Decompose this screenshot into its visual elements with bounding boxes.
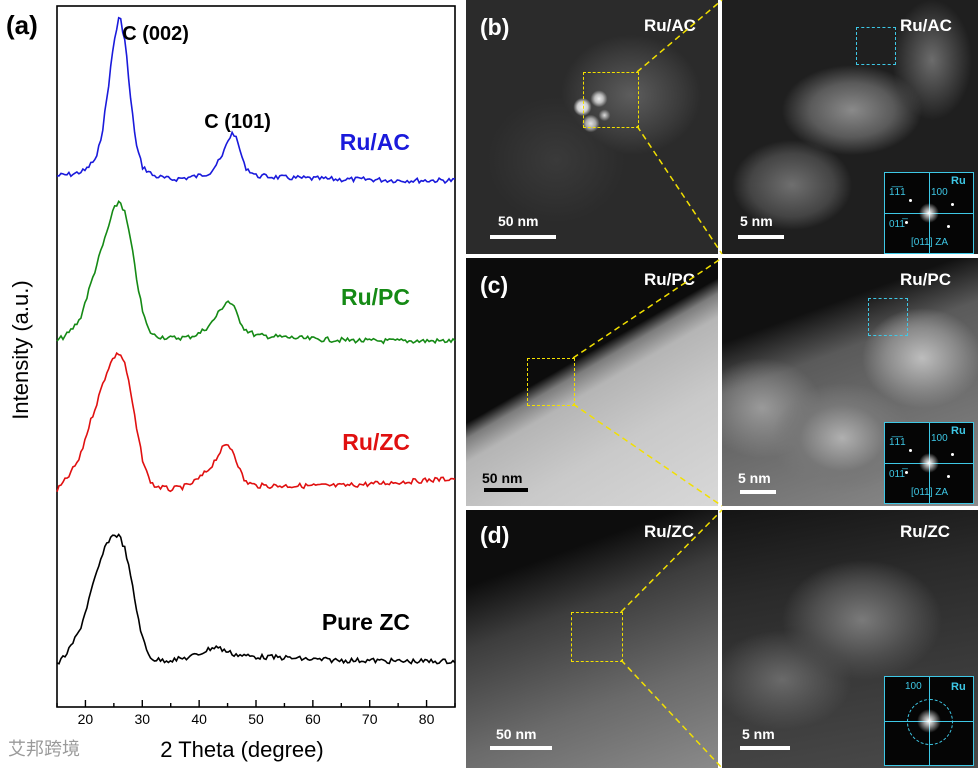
fft-ru-label: Ru <box>951 175 966 187</box>
stem-image-b-left: (b) Ru/AC 50 nm <box>466 0 718 254</box>
sample-label-c-left: Ru/PC <box>644 270 695 289</box>
stem-image-c-left: (c) Ru/PC 50 nm <box>466 258 718 506</box>
peak-annotation: C (002) <box>122 23 189 45</box>
series-line-ru-pc <box>56 200 456 345</box>
fft-center-spot <box>919 203 939 223</box>
stem-image-d-left: (d) Ru/ZC 50 nm <box>466 510 718 768</box>
scale-text-c-left: 50 nm <box>482 470 523 486</box>
scale-text-b-right: 5 nm <box>740 213 773 229</box>
scale-bar-d-left <box>490 746 552 750</box>
x-axis-title: 2 Theta (degree) <box>160 737 323 762</box>
x-tick-label: 80 <box>419 711 435 727</box>
panel-label-b: (b) <box>480 14 510 40</box>
roi-box-b <box>856 27 896 65</box>
series-label: Ru/ZC <box>342 429 410 455</box>
fft-spot <box>951 453 954 456</box>
scale-text-c-right: 5 nm <box>738 470 771 486</box>
scale-bar-b-right <box>738 235 784 239</box>
x-tick-label: 60 <box>305 711 321 727</box>
fft-ru-label: Ru <box>951 425 966 437</box>
scale-text-d-right: 5 nm <box>742 726 775 742</box>
x-tick-label: 30 <box>134 711 150 727</box>
label-layer: Ru/AC Ru/PC Ru/ZC Pure ZC C (002) C (101) <box>122 23 410 635</box>
chart-panel-label-group: (a) <box>6 10 38 40</box>
fft-inset-d: Ru 100 <box>884 676 974 766</box>
series-line-pure-zc <box>56 533 456 665</box>
watermark-text: 艾邦跨境 <box>8 739 80 760</box>
fft-spot <box>951 203 954 206</box>
scale-bar-d-right <box>740 746 790 750</box>
fft-ring <box>907 699 953 745</box>
sample-label-d-right: Ru/ZC <box>900 522 951 541</box>
series-line-ru-zc <box>56 351 456 493</box>
x-tick-label: 50 <box>248 711 264 727</box>
selection-box-b <box>583 72 639 128</box>
fft-index-1: 1̅1̅1 <box>889 437 906 448</box>
sample-label-b-left: Ru/AC <box>644 16 696 35</box>
fft-zone-axis: [011] ZA <box>911 237 949 248</box>
panel-label-c: (c) <box>480 272 509 298</box>
stem-image-d-right: Ru/ZC 5 nm Ru 100 <box>722 510 978 768</box>
stem-image-b-right: Ru/AC 5 nm Ru 1̅1̅1 100 011̅ [011] ZA <box>722 0 978 254</box>
series-layer <box>56 16 456 665</box>
fft-spot <box>947 475 950 478</box>
scale-text-d-left: 50 nm <box>496 726 537 742</box>
fft-index-3: 011̅ <box>889 219 905 230</box>
peak-annotation: C (101) <box>204 111 271 133</box>
fft-zone-axis: [011] ZA <box>911 487 949 498</box>
series-line-ru-ac <box>56 16 456 185</box>
fft-spot <box>905 471 908 474</box>
series-label: Ru/AC <box>340 129 410 155</box>
sample-label-d-left: Ru/ZC <box>644 522 695 541</box>
roi-box-c <box>868 298 908 336</box>
stem-image-c-right: Ru/PC 5 nm Ru 1̅1̅1 100 011̅ [011] ZA <box>722 258 978 506</box>
fft-inset-c: Ru 1̅1̅1 100 011̅ [011] ZA <box>884 422 974 504</box>
series-label: Pure ZC <box>322 609 410 635</box>
x-axis: 20 30 40 50 60 70 80 <box>56 700 456 727</box>
panel-label-d: (d) <box>480 522 510 548</box>
fft-spot <box>947 225 950 228</box>
scale-bar-c-right <box>740 490 776 494</box>
fft-index-1: 1̅1̅1 <box>889 187 906 198</box>
xrd-chart: (a) 20 30 40 50 60 70 80 Ru/AC Ru/PC Ru/ZC Pure Z… <box>6 5 456 762</box>
y-axis-title: Intensity (a.u.) <box>8 280 33 419</box>
ru-cluster <box>566 85 621 140</box>
fft-index-3: 011̅ <box>889 469 905 480</box>
fft-spot <box>909 449 912 452</box>
fft-spot <box>905 221 908 224</box>
scale-text-b-left: 50 nm <box>498 213 539 229</box>
scale-bar-b-left <box>490 235 556 239</box>
series-label: Ru/PC <box>341 284 410 310</box>
selection-box-c <box>527 358 575 406</box>
fft-index-2: 100 <box>931 187 948 198</box>
fft-ru-label: Ru <box>951 681 966 693</box>
x-tick-label: 40 <box>191 711 207 727</box>
chart-panel-label: (a) <box>6 10 38 40</box>
fft-index-2: 100 <box>931 433 948 444</box>
sample-label-b-right: Ru/AC <box>900 16 952 35</box>
fft-center-spot <box>919 453 939 473</box>
selection-box-d <box>571 612 623 662</box>
fft-inset-b: Ru 1̅1̅1 100 011̅ [011] ZA <box>884 172 974 254</box>
fft-spot <box>909 199 912 202</box>
x-tick-label: 70 <box>362 711 378 727</box>
sample-label-c-right: Ru/PC <box>900 270 951 289</box>
x-tick-label: 20 <box>78 711 94 727</box>
fft-index-2: 100 <box>905 681 922 692</box>
scale-bar-c-left <box>484 488 528 492</box>
